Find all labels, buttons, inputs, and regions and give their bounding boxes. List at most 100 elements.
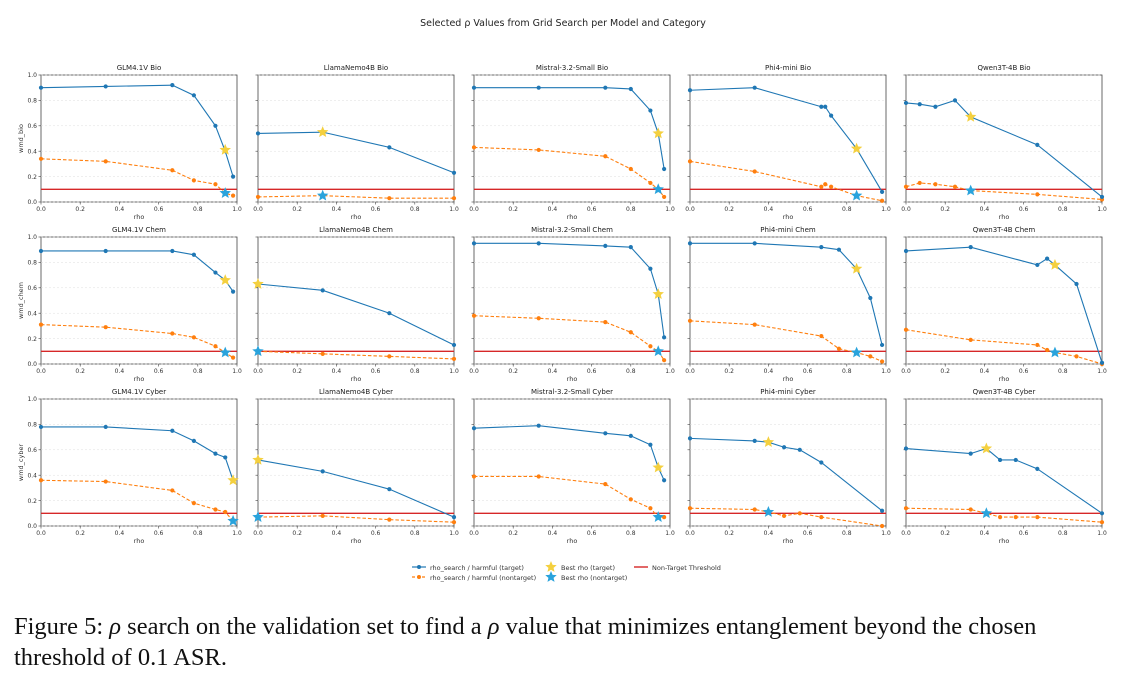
plot-area — [257, 74, 455, 203]
target-series-point — [1074, 281, 1079, 287]
plot-area — [905, 74, 1103, 203]
target-series-point — [903, 248, 909, 254]
x-tick-label: 0.0 — [36, 206, 46, 213]
target-series-point — [103, 424, 108, 430]
y-tick-label: 0.6 — [27, 123, 37, 130]
subplot-title: Mistral-3.2-Small Bio — [536, 64, 608, 72]
target-series-point — [213, 451, 218, 456]
nontarget-series-point — [829, 184, 834, 189]
nontarget-series-point — [1035, 515, 1040, 520]
subplot-title: Mistral-3.2-Small Chem — [531, 226, 613, 234]
subplot: 0.0 0.2 0.4 0.6 0.8 1.0 Phi4-mini Bio rho — [685, 64, 891, 221]
x-tick-label: 1.0 — [449, 206, 459, 213]
y-tick-label: 0.0 — [27, 523, 37, 530]
caption-prefix: Figure 5: — [14, 613, 110, 640]
x-tick-label: 0.6 — [154, 368, 164, 375]
nontarget-series-point — [536, 474, 541, 479]
x-tick-label: 0.6 — [1019, 530, 1029, 537]
nontarget-series-point — [230, 355, 236, 360]
x-tick-label: 0.4 — [764, 206, 774, 213]
legend-entry-best-target: Best rho (target) — [545, 561, 615, 572]
target-series-point — [879, 508, 885, 513]
nontarget-series-point — [752, 507, 757, 512]
y-axis-label: wmd_bio — [17, 124, 25, 153]
best-target-star — [964, 110, 977, 122]
nontarget-series-point — [471, 313, 477, 318]
rho-search-figure: Selected ρ Values from Grid Search per M… — [17, 18, 1107, 582]
legend: rho_search / harmful (target) rho_search… — [412, 561, 721, 582]
x-tick-label: 0.4 — [332, 206, 342, 213]
x-tick-label: 1.0 — [1097, 206, 1107, 213]
x-tick-label: 0.2 — [724, 206, 734, 213]
plot-area — [689, 74, 887, 203]
target-series-point — [387, 145, 392, 150]
target-series-point — [836, 247, 842, 252]
target-series-point — [103, 84, 108, 89]
x-tick-label: 0.6 — [803, 206, 813, 213]
target-series-point — [1099, 511, 1105, 516]
nontarget-series-point — [451, 196, 457, 201]
best-nontarget-star — [1049, 346, 1061, 358]
x-tick-label: 0.2 — [292, 530, 302, 537]
x-tick-label: 0.6 — [587, 530, 597, 537]
x-tick-label: 0.2 — [940, 530, 950, 537]
star-icon — [545, 571, 557, 582]
target-series-point — [903, 100, 909, 106]
target-series-point — [603, 431, 608, 436]
nontarget-series-point — [603, 319, 608, 325]
caption-rho-1: ρ — [109, 613, 122, 640]
nontarget-series-point — [213, 344, 218, 349]
target-series-point — [997, 457, 1003, 463]
nontarget-series-point — [662, 515, 667, 520]
subplot-title: LlamaNemo4B Chem — [319, 226, 393, 234]
nontarget-series-point — [1074, 354, 1079, 359]
x-tick-label: 0.0 — [469, 368, 479, 375]
nontarget-series-point — [648, 180, 653, 186]
target-series-point — [230, 174, 236, 179]
x-tick-label: 1.0 — [232, 368, 242, 375]
nontarget-series-point — [662, 358, 667, 363]
nontarget-series-point — [320, 351, 325, 356]
plot-area — [40, 236, 238, 365]
plot-area — [473, 74, 671, 203]
x-tick-label: 0.8 — [1058, 206, 1068, 213]
x-tick-label: 0.6 — [803, 368, 813, 375]
nontarget-series-point — [662, 194, 667, 200]
target-series-point — [536, 85, 541, 90]
target-series-point — [628, 245, 633, 250]
x-tick-label: 1.0 — [449, 368, 459, 375]
best-nontarget-star — [252, 345, 264, 357]
best-nontarget-star — [762, 506, 775, 517]
nontarget-series-point — [823, 182, 828, 187]
nontarget-series-point — [648, 344, 653, 349]
nontarget-series-point — [628, 497, 633, 502]
nontarget-series-point — [255, 194, 261, 200]
x-tick-label: 0.4 — [115, 368, 125, 375]
nontarget-series-point — [191, 178, 196, 183]
nontarget-series-point — [1035, 192, 1040, 197]
target-series-point — [103, 248, 108, 254]
target-series-point — [829, 113, 834, 118]
target-series-point — [191, 438, 196, 444]
target-series-point — [968, 245, 973, 250]
nontarget-series-point — [471, 474, 477, 479]
plot-area — [473, 236, 671, 365]
best-nontarget-star — [652, 183, 664, 195]
nontarget-series-point — [819, 515, 824, 520]
subplot: 0.0 0.2 0.4 0.6 0.8 1.0 Phi4-mini Chem rho — [685, 226, 891, 383]
target-series-point — [879, 342, 885, 348]
target-series-point — [320, 288, 325, 293]
subplot: 0.0 0.2 0.4 0.6 0.8 1.0 0.0 0.2 0.4 0.6 0.8 1.0 GLM4… — [17, 226, 242, 383]
x-tick-label: 0.8 — [193, 206, 203, 213]
x-tick-label: 0.0 — [901, 530, 911, 537]
x-tick-label: 0.4 — [332, 530, 342, 537]
x-tick-label: 0.8 — [626, 368, 636, 375]
target-series-point — [648, 266, 653, 271]
target-series-point — [662, 478, 667, 483]
best-target-star — [850, 142, 863, 154]
y-tick-label: 0.4 — [27, 310, 37, 317]
nontarget-series-point — [1045, 347, 1050, 353]
x-tick-label: 0.6 — [154, 206, 164, 213]
y-tick-label: 0.4 — [27, 148, 37, 155]
x-tick-label: 0.8 — [842, 530, 852, 537]
